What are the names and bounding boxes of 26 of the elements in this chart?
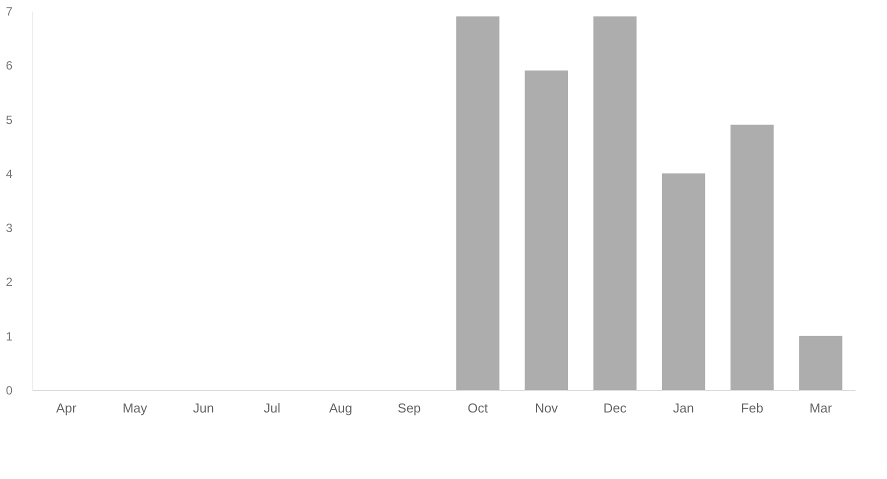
bar	[799, 336, 842, 390]
x-tick-label: Jan	[673, 400, 694, 416]
y-tick-label: 3	[6, 221, 13, 236]
x-tick-label: Feb	[740, 400, 764, 416]
x-tick-label: May	[122, 400, 148, 416]
y-tick-label: 6	[6, 58, 13, 73]
y-tick-label: 1	[6, 329, 13, 344]
y-tick-label: 2	[6, 275, 13, 290]
x-tick-label: Oct	[468, 400, 488, 416]
x-tick-label: Nov	[534, 400, 558, 416]
x-tick-label: Sep	[398, 400, 421, 416]
y-tick-label: 7	[6, 4, 13, 18]
x-tick-label: Jun	[192, 400, 214, 416]
x-tick-label: Apr	[56, 400, 78, 416]
bar	[524, 70, 568, 390]
bar	[593, 16, 637, 390]
bar	[662, 173, 706, 390]
y-tick-label: 0	[6, 384, 13, 398]
bar	[456, 16, 500, 390]
bar	[730, 124, 774, 390]
x-tick-label: Aug	[329, 400, 352, 416]
y-tick-label: 5	[6, 112, 13, 127]
x-tick-label: Jul	[264, 400, 280, 416]
x-tick-label: Mar	[810, 400, 833, 416]
y-tick-label: 4	[6, 166, 13, 181]
x-tick-label: Dec	[603, 400, 628, 416]
